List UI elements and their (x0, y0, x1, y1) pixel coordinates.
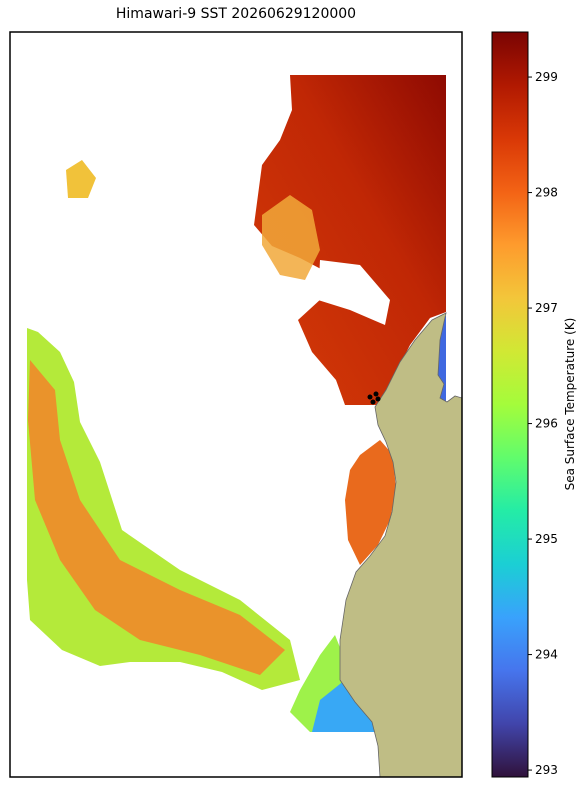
station-markers (367, 391, 381, 405)
colorbar-tick-label: 295 (535, 532, 558, 546)
colorbar: Sea Surface Temperature (K) 293 294 295 296… (491, 31, 577, 778)
sst-gap (318, 260, 390, 325)
map-area (9, 31, 463, 778)
sst-coastal-warm (345, 440, 396, 565)
sst-warm-region (254, 75, 446, 405)
map-frame (9, 31, 463, 778)
colorbar-tick-label: 297 (535, 301, 558, 315)
colorbar-tick-label: 299 (535, 70, 558, 84)
colorbar-tick-label: 298 (535, 186, 558, 200)
colorbar-tick-label: 296 (535, 417, 558, 431)
colorbar-tick-label: 294 (535, 648, 558, 662)
colorbar-label: Sea Surface Temperature (K) (563, 318, 577, 491)
land (339, 312, 463, 778)
sst-west-warm (28, 360, 285, 675)
colorbar-scale (491, 31, 529, 778)
sst-small-patch (66, 160, 96, 198)
map-title: Himawari-9 SST 20260629120000 (116, 6, 356, 22)
colorbar-tick-label: 293 (535, 763, 558, 777)
sst-mid-region (262, 195, 320, 280)
